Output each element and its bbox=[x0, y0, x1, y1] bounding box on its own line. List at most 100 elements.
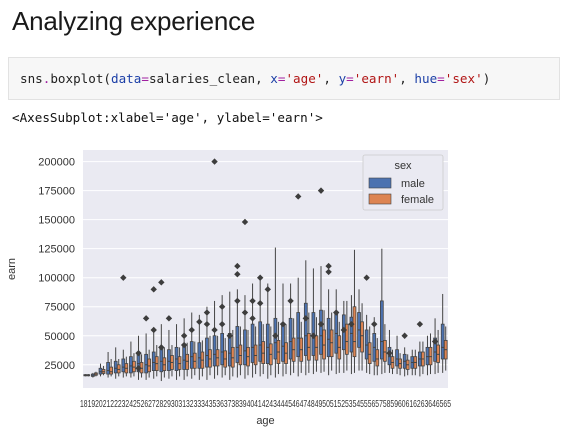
box-male bbox=[265, 323, 270, 365]
outlier-point bbox=[241, 309, 249, 316]
box-male bbox=[235, 326, 240, 363]
outlier-point bbox=[180, 341, 188, 349]
outlier-point bbox=[234, 262, 241, 270]
code-token: boxplot( bbox=[50, 71, 112, 86]
box-female bbox=[177, 356, 182, 370]
box-male bbox=[395, 349, 399, 367]
code-token: = bbox=[277, 71, 286, 86]
box-female bbox=[230, 346, 235, 368]
legend-swatch-male bbox=[368, 177, 392, 189]
box-female bbox=[375, 349, 380, 367]
box-female bbox=[322, 329, 326, 360]
code-token: = bbox=[437, 71, 445, 86]
box-male bbox=[167, 349, 171, 371]
outlier-point bbox=[120, 274, 127, 281]
box-female bbox=[367, 342, 372, 365]
outlier-point bbox=[188, 326, 195, 334]
notebook-heading: Analyzing experience bbox=[12, 6, 256, 36]
box-female bbox=[428, 346, 433, 366]
legend-swatch-female bbox=[368, 193, 392, 205]
box-male bbox=[243, 329, 247, 366]
code-token: salaries_clean, bbox=[148, 71, 271, 86]
box-female bbox=[162, 357, 167, 371]
box-male bbox=[288, 317, 293, 360]
code-cell[interactable]: sns.boxplot(data=salaries_clean, x='age'… bbox=[8, 57, 560, 100]
outlier-point bbox=[203, 309, 211, 316]
box-male bbox=[189, 341, 194, 369]
box-female bbox=[116, 364, 121, 374]
box-female bbox=[109, 366, 113, 375]
outlier-point bbox=[279, 320, 287, 328]
code-token: = bbox=[141, 71, 149, 86]
box-female bbox=[329, 329, 334, 358]
box-male bbox=[151, 351, 156, 371]
outlier-point bbox=[363, 274, 370, 281]
box-male bbox=[303, 302, 308, 356]
code-token: 'earn' bbox=[353, 71, 400, 86]
outlier-point bbox=[196, 318, 203, 326]
box-female bbox=[383, 339, 387, 362]
box-male bbox=[197, 342, 202, 369]
outlier-point bbox=[287, 297, 294, 305]
outlier-point bbox=[249, 297, 256, 305]
box-male bbox=[281, 323, 285, 362]
box-male bbox=[159, 346, 164, 373]
outlier-point bbox=[218, 320, 226, 328]
outlier-point bbox=[272, 332, 279, 339]
box-male bbox=[113, 360, 118, 374]
outlier-point bbox=[386, 349, 393, 357]
outlier-point bbox=[431, 338, 439, 345]
outlier-point bbox=[135, 349, 142, 357]
box-male bbox=[326, 317, 331, 358]
y-tick-label: 150000 bbox=[38, 215, 75, 227]
box-female bbox=[306, 333, 311, 361]
code-token: y bbox=[338, 71, 347, 86]
y-tick-label: 200000 bbox=[38, 157, 75, 169]
box-female bbox=[185, 353, 190, 370]
code-input-line[interactable]: sns.boxplot(data=salaries_clean, x='age'… bbox=[20, 71, 490, 86]
outlier-point bbox=[218, 303, 226, 310]
box-male bbox=[144, 353, 148, 374]
legend-title: sex bbox=[394, 160, 412, 172]
y-tick-label: 175000 bbox=[38, 186, 75, 198]
outlier-point bbox=[180, 332, 188, 339]
outlier-point bbox=[135, 365, 142, 372]
box-male bbox=[364, 329, 369, 360]
outlier-point bbox=[211, 326, 218, 334]
outlier-point bbox=[317, 320, 325, 328]
code-token: = bbox=[346, 71, 354, 86]
y-tick-label: 100000 bbox=[38, 273, 75, 285]
box-female bbox=[261, 341, 266, 365]
box-male bbox=[182, 344, 186, 370]
outlier-point bbox=[203, 320, 211, 328]
outlier-point bbox=[333, 309, 340, 316]
outlier-point bbox=[158, 344, 165, 351]
box-female bbox=[314, 335, 319, 361]
box-male bbox=[212, 335, 217, 367]
box-female bbox=[147, 358, 152, 373]
box-male bbox=[98, 367, 103, 375]
outlier-point bbox=[150, 286, 157, 293]
box-female bbox=[238, 344, 243, 366]
box-male bbox=[296, 312, 301, 358]
outlier-point bbox=[348, 320, 355, 328]
box-female bbox=[192, 352, 197, 369]
code-token: . bbox=[42, 71, 51, 86]
outlier-point bbox=[226, 332, 233, 339]
code-token: 'age' bbox=[285, 71, 324, 86]
code-token: ) bbox=[482, 71, 491, 86]
outlier-point bbox=[150, 326, 157, 334]
outlier-point bbox=[416, 320, 424, 328]
outlier-point bbox=[234, 271, 241, 278]
code-token: , bbox=[399, 71, 415, 86]
box-male bbox=[258, 321, 263, 362]
y-axis-label: earn bbox=[6, 258, 18, 280]
x-tick-labels: 1819202122232425262728293031323334353637… bbox=[80, 398, 451, 410]
outlier-point bbox=[325, 262, 332, 270]
box-female bbox=[436, 344, 440, 363]
outlier-point bbox=[340, 326, 348, 334]
outlier-point bbox=[317, 187, 325, 194]
x-axis-label: age bbox=[256, 415, 274, 427]
box-female bbox=[360, 321, 364, 353]
outlier-point bbox=[211, 158, 218, 165]
